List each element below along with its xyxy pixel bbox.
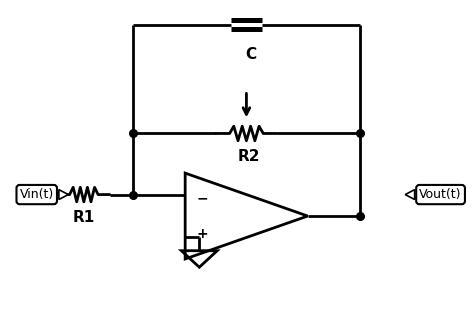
Text: C: C xyxy=(246,47,257,62)
Polygon shape xyxy=(59,189,68,199)
Polygon shape xyxy=(405,189,415,199)
Text: Vout(t): Vout(t) xyxy=(419,188,462,201)
Text: R2: R2 xyxy=(237,149,260,164)
Text: +: + xyxy=(197,227,208,241)
Text: −: − xyxy=(197,191,208,205)
Text: R1: R1 xyxy=(73,210,95,225)
Text: Vin(t): Vin(t) xyxy=(19,188,54,201)
